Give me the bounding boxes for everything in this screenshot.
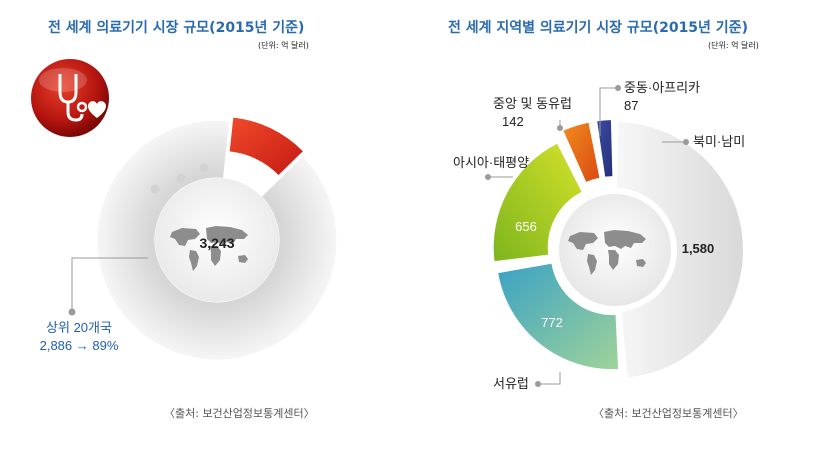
- right-chart-source: 〈출처: 보건산업정보통계센터〉: [593, 407, 744, 420]
- value-label-ce: 142: [502, 114, 524, 129]
- value-label-we: 772: [541, 315, 563, 330]
- label-na: 북미·남미: [693, 134, 745, 149]
- right-chart-title: 전 세계 지역별 의료기기 시장 규모(2015년 기준): [448, 20, 748, 36]
- label-we: 서유럽: [493, 376, 529, 391]
- label-ap: 아시아·태평양: [453, 155, 529, 170]
- callout-leader-line: [71, 257, 148, 312]
- decor-dot: [199, 163, 209, 173]
- slice-north-south-america: [616, 122, 744, 378]
- leader-we: [538, 372, 561, 385]
- leader-dot-me: [615, 85, 621, 91]
- decor-dot: [150, 184, 160, 194]
- leader-dot-ce: [557, 125, 563, 131]
- label-ce: 중앙 및 동유럽: [493, 96, 572, 111]
- right-chart-svg: 1,580 772 656 북미·남미 서유럽 아시아·태평양 중앙 및 동유럽…: [453, 80, 745, 391]
- left-chart-panel: 전 세계 의료기기 시장 규모(2015년 기준) (단위: 억 달러): [31, 20, 338, 420]
- world-map-icon: [170, 226, 248, 271]
- value-label-na: 1,580: [682, 241, 715, 256]
- world-map-icon: [568, 230, 646, 275]
- value-label-me: 87: [624, 98, 638, 113]
- left-chart-source: 〈출처: 보건산업정보통계센터〉: [164, 407, 315, 420]
- right-chart-panel: 전 세계 지역별 의료기기 시장 규모(2015년 기준) (단위: 억 달러): [410, 0, 820, 458]
- stethoscope-heart-icon: [31, 59, 109, 137]
- slice-middle-east-africa: [597, 120, 613, 177]
- leader-me: [599, 87, 618, 136]
- leader-dot-ap: [485, 174, 491, 180]
- leader-dot-we: [535, 381, 541, 387]
- slice-others: [229, 117, 303, 176]
- left-chart-title: 전 세계 의료기기 시장 규모(2015년 기준): [48, 20, 305, 36]
- slice-central-eastern-europe: [563, 122, 600, 182]
- top20-label: 상위 20개국: [46, 320, 112, 335]
- slice-western-europe: [498, 263, 619, 370]
- slice-asia-pacific: [493, 143, 582, 262]
- value-label-ap: 656: [515, 219, 537, 234]
- decor-dot: [176, 173, 186, 183]
- leader-dot-na: [683, 139, 689, 145]
- total-label: 3,243: [199, 235, 234, 251]
- top20-value-label: 2,886 → 89%: [40, 338, 119, 353]
- left-chart-svg: 3,243 상위 20개국 2,886 → 89%: [31, 59, 338, 361]
- right-chart-unit: (단위: 억 달러): [708, 41, 759, 50]
- label-me: 중동·아프리카: [624, 80, 700, 95]
- callout-dot: [68, 308, 76, 316]
- left-chart-unit: (단위: 억 달러): [258, 41, 309, 50]
